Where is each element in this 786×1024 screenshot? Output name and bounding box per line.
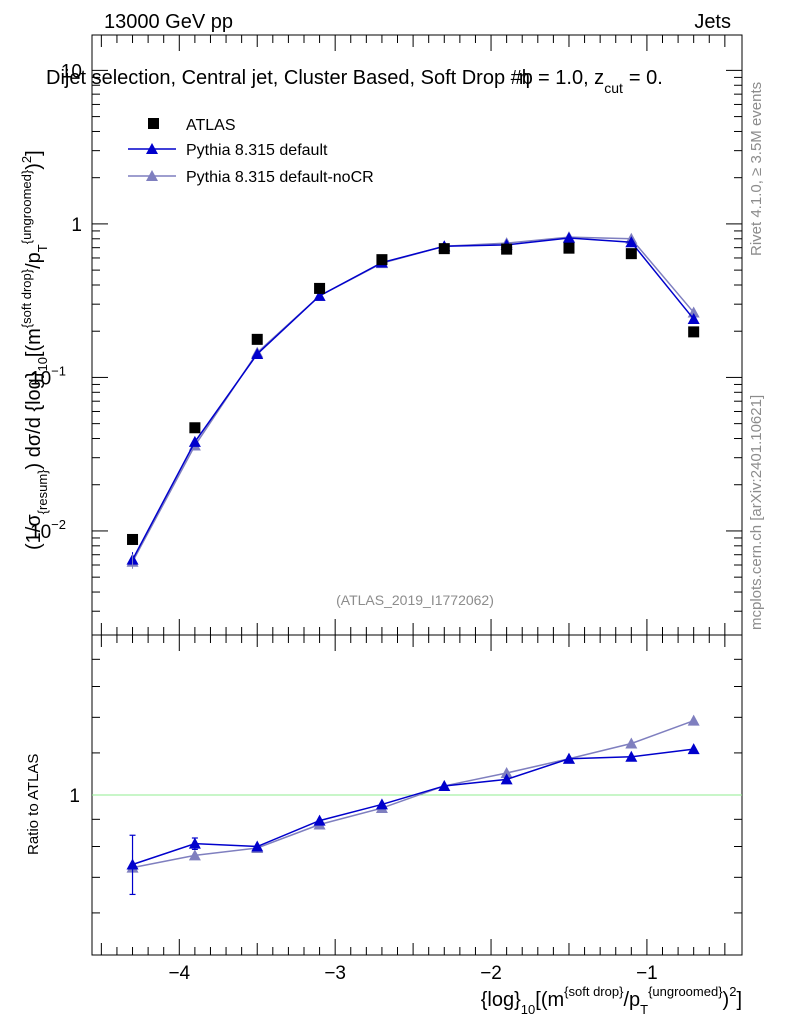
plot-title: Dijet selection, Central jet, Cluster Ba…	[46, 67, 663, 96]
plot-title-suffix: = 1.0, z	[538, 67, 604, 89]
atlas-data-point	[314, 282, 326, 294]
atlas-data-point	[625, 248, 637, 260]
ratio-axis-ticks: 1	[69, 658, 742, 914]
ratio-point-default	[625, 750, 638, 762]
x-tick-label: −4	[168, 963, 190, 984]
xlabel: {log}10[(m{soft drop}/pT{ungroomed})2]	[481, 984, 742, 1017]
ratio-line-default	[132, 748, 694, 866]
atlas-data-point	[438, 243, 450, 255]
plot-title-eta: η	[519, 67, 530, 89]
legend-marker-atlas	[148, 118, 159, 129]
plot-title-end: = 0.	[629, 67, 663, 89]
atlas-data-point	[127, 533, 139, 545]
ratio-point-nocr	[188, 849, 201, 861]
ratio-series	[126, 714, 700, 896]
ratio-line-nocr	[132, 719, 694, 869]
plot-title-prefix: Dijet selection, Central jet, Cluster Ba…	[46, 67, 533, 89]
atlas-data-point	[251, 333, 263, 345]
legend-label-default: Pythia 8.315 default	[186, 142, 328, 159]
header-right: Jets	[694, 11, 731, 33]
ratio-point-nocr	[625, 737, 638, 749]
ratio-point-default	[687, 743, 700, 755]
analysis-id: (ATLAS_2019_I1772062)	[336, 592, 494, 608]
ratio-point-default	[438, 779, 451, 791]
series-line-nocr	[131, 236, 695, 563]
ratio-point-default	[500, 773, 513, 785]
legend-label-nocr: Pythia 8.315 default-noCR	[186, 169, 374, 186]
series-line-default	[131, 237, 695, 561]
x-tick-label: −1	[636, 963, 658, 984]
main-ytick-label: 10−1	[30, 363, 66, 389]
legend: ATLAS Pythia 8.315 default Pythia 8.315 …	[128, 117, 374, 186]
main-ytick-label: 1	[71, 215, 82, 236]
series-point-default	[251, 348, 264, 360]
legend-marker-nocr	[146, 170, 158, 181]
series-point-default	[625, 236, 638, 248]
ratio-point-default	[562, 752, 575, 764]
series-point-default	[562, 231, 575, 243]
mcplots-label: mcplots.cern.ch [arXiv:2401.10621]	[748, 395, 765, 630]
x-axis-ticks: −4 −3 −2 −1	[100, 35, 726, 984]
main-ytick-exponent: −2	[51, 517, 66, 532]
x-tick-label: −2	[480, 963, 502, 984]
main-ytick-exponent: −1	[51, 363, 66, 378]
plot-title-sub: cut	[604, 80, 623, 96]
ratio-point-default	[313, 814, 326, 826]
legend-label-atlas: ATLAS	[186, 117, 236, 134]
ratio-point-default	[375, 798, 388, 810]
atlas-data-point	[501, 243, 513, 255]
ratio-point-nocr	[687, 714, 700, 726]
ylabel-main: (1/σ{resum}) dσ/d {log}10[(m{soft drop}/…	[19, 150, 50, 550]
ratio-point-nocr	[500, 766, 513, 778]
atlas-data-point	[376, 254, 388, 266]
rivet-label: Rivet 4.1.0, ≥ 3.5M events	[748, 82, 765, 256]
series-point-default	[313, 289, 326, 301]
atlas-data-point	[688, 326, 700, 338]
ylabel-main-text: (1/σ{resum}) dσ/d {log}10[(m{soft drop}/…	[19, 150, 50, 550]
atlas-data-point	[189, 422, 201, 434]
ratio-point-default	[251, 840, 264, 852]
main-series	[126, 231, 700, 569]
main-ytick-label: 10	[61, 61, 82, 82]
atlas-data-point	[563, 242, 575, 254]
ratio-ytick-label: 1	[69, 786, 80, 807]
ylabel-ratio: Ratio to ATLAS	[25, 754, 42, 855]
x-tick-label: −3	[324, 963, 346, 984]
series-point-default	[188, 435, 201, 447]
legend-marker-default	[146, 143, 158, 154]
series-point-default	[687, 313, 700, 325]
header-left: 13000 GeV pp	[104, 11, 233, 33]
